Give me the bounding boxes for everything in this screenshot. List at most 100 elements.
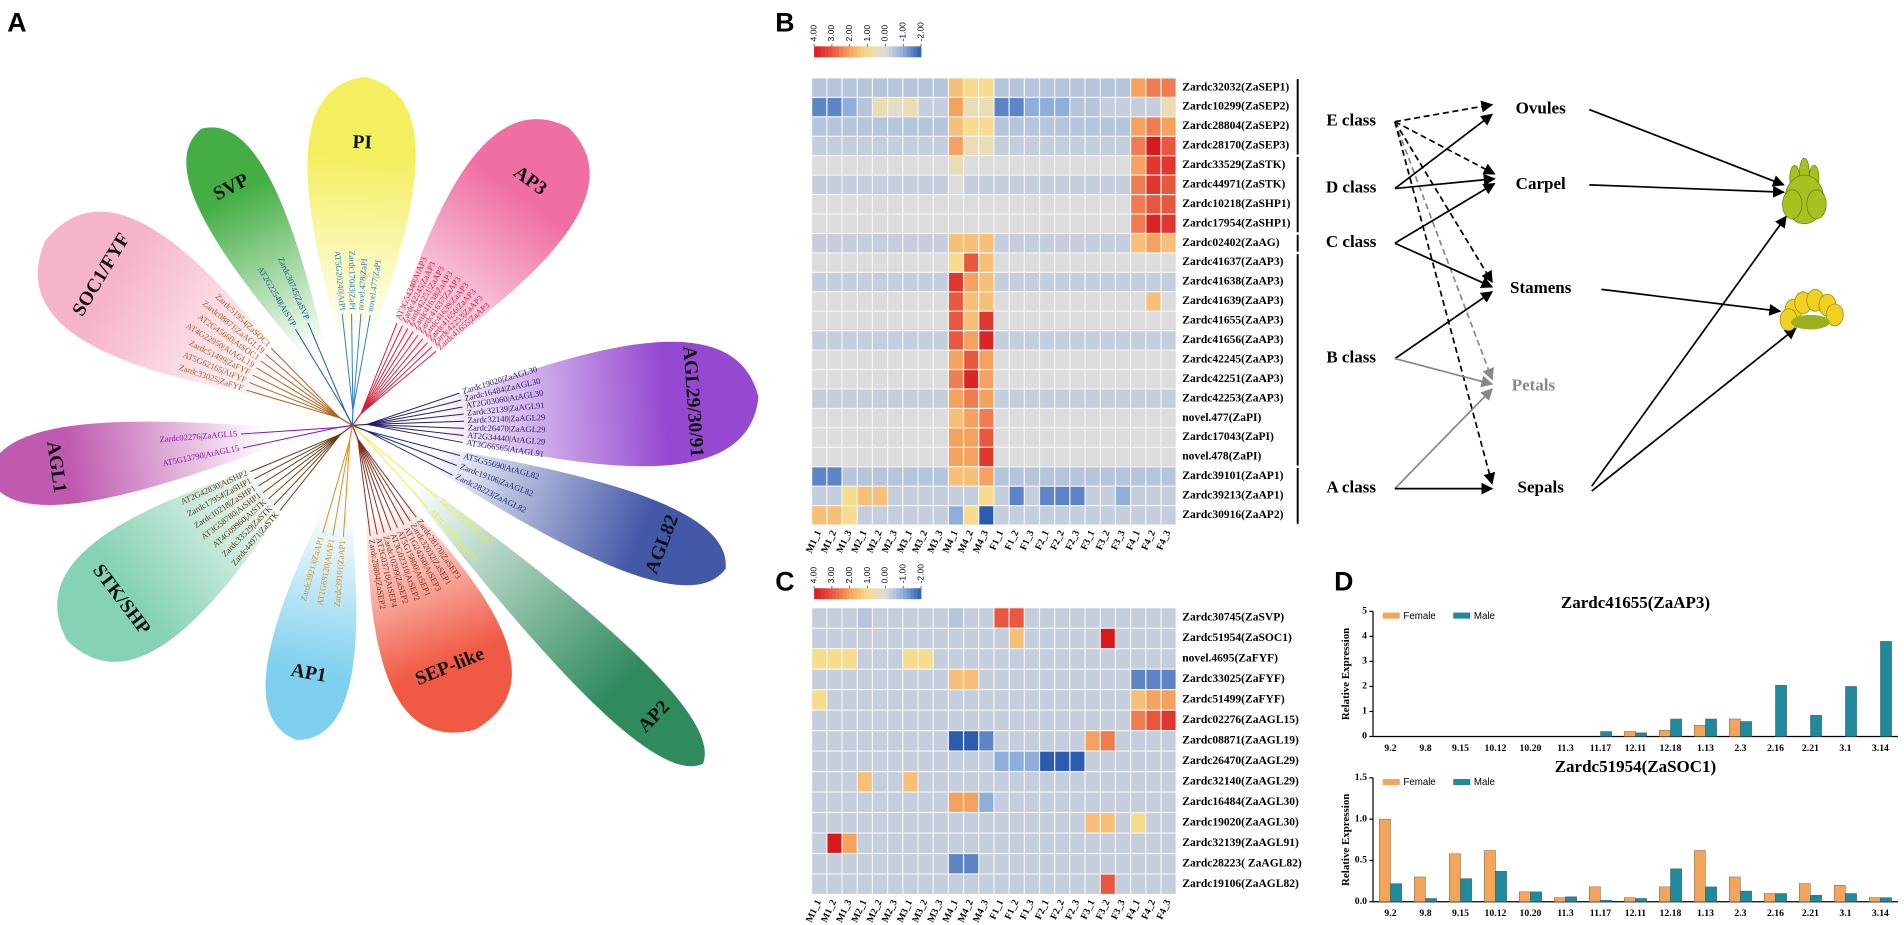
bar (1775, 685, 1787, 737)
heat-cell (979, 97, 994, 117)
heat-cell (994, 649, 1009, 669)
heat-cell (903, 792, 918, 812)
heat-cell (1055, 156, 1070, 175)
heat-cell (903, 628, 918, 649)
heat-cell (1116, 854, 1131, 874)
heat-cell (888, 117, 903, 136)
heat-cell (1100, 854, 1115, 874)
branch (366, 423, 465, 429)
heat-cell (842, 833, 857, 853)
heat-cell (933, 608, 948, 628)
heat-cell (1146, 751, 1161, 771)
heat-cell (1146, 854, 1161, 874)
organ-label: Petals (1512, 375, 1556, 394)
heat-cell (948, 409, 963, 428)
heat-cell (873, 78, 887, 97)
heat-cell (842, 447, 857, 467)
branch (366, 423, 464, 436)
branch (256, 367, 341, 419)
heat-cell (1040, 833, 1055, 853)
heat-cell (933, 389, 948, 408)
heat-cell (918, 195, 933, 214)
colorbar-segment (860, 46, 865, 58)
heat-cell (918, 311, 933, 331)
heat-cell (1100, 428, 1115, 447)
heat-cell (903, 854, 918, 874)
colorbar-segment (835, 588, 840, 600)
heat-cell (1116, 428, 1131, 447)
heat-cell (933, 195, 948, 214)
heat-cell (1085, 311, 1100, 331)
heat-cell (1146, 331, 1161, 350)
heat-cell (903, 292, 918, 311)
heat-cell (994, 813, 1009, 833)
heat-cell (1040, 156, 1055, 175)
colorbar-segment (878, 46, 883, 58)
heat-cell (857, 195, 872, 214)
colorbar-segment (896, 46, 900, 58)
heat-cell (1024, 389, 1039, 408)
heat-cell (1161, 389, 1176, 408)
heat-cell (1116, 156, 1131, 175)
colorbar-segment (814, 588, 819, 600)
heat-cell (1024, 447, 1039, 467)
heat-cell (1131, 792, 1146, 812)
heat-cell (1116, 792, 1131, 812)
heat-cell (918, 97, 933, 117)
row-label: Zardc41639(ZaAP3) (1182, 295, 1283, 307)
heat-cell (918, 772, 933, 792)
heat-cell (1070, 78, 1085, 97)
bar (1495, 870, 1507, 902)
heat-cell (1009, 447, 1024, 467)
heat-cell (842, 792, 857, 812)
heat-cell (1040, 792, 1055, 812)
heat-cell (1024, 370, 1039, 389)
heat-cell (1040, 175, 1055, 194)
heat-cell (918, 731, 933, 751)
heat-cell (1085, 409, 1100, 428)
heat-cell (1040, 649, 1055, 669)
row-label: Zardc39101(ZaAP1) (1182, 470, 1283, 482)
heat-cell (888, 389, 903, 408)
heat-cell (842, 428, 857, 447)
heat-cell (812, 731, 827, 751)
heat-cell (857, 370, 872, 389)
colorbar-label: 0.00 (880, 25, 890, 42)
heat-cell (1100, 833, 1115, 853)
heat-cell (948, 813, 963, 833)
heat-cell (1024, 874, 1039, 894)
heat-cell (994, 690, 1009, 710)
heat-cell (948, 175, 963, 194)
heat-cell (1070, 331, 1085, 350)
heat-cell (888, 272, 903, 292)
heat-cell (964, 428, 979, 447)
heat-cell (964, 447, 979, 467)
heat-cell (812, 874, 827, 894)
heat-cell (1009, 117, 1024, 136)
x-tick-label: 9.8 (1419, 908, 1431, 919)
x-tick-label: 1.13 (1697, 743, 1714, 754)
heat-cell (1009, 253, 1024, 272)
heat-cell (1100, 97, 1115, 117)
heat-cell (933, 506, 948, 525)
x-tick-label: 9.15 (1452, 908, 1469, 919)
heat-cell (1131, 136, 1146, 156)
heat-cell (842, 628, 857, 649)
heat-cell (873, 195, 887, 214)
bar (1635, 898, 1647, 902)
heat-cell (1040, 731, 1055, 751)
heat-cell (827, 370, 842, 389)
clade (0, 421, 317, 505)
heat-cell (1024, 649, 1039, 669)
heat-cell (964, 731, 979, 751)
arrow (1394, 121, 1493, 284)
heat-cell (1009, 428, 1024, 447)
heat-cell (1040, 409, 1055, 428)
branch (351, 410, 354, 426)
heat-cell (1040, 628, 1055, 649)
heat-cell (964, 253, 979, 272)
heat-cell (964, 350, 979, 369)
heat-cell (857, 175, 872, 194)
heat-cell (857, 214, 872, 233)
